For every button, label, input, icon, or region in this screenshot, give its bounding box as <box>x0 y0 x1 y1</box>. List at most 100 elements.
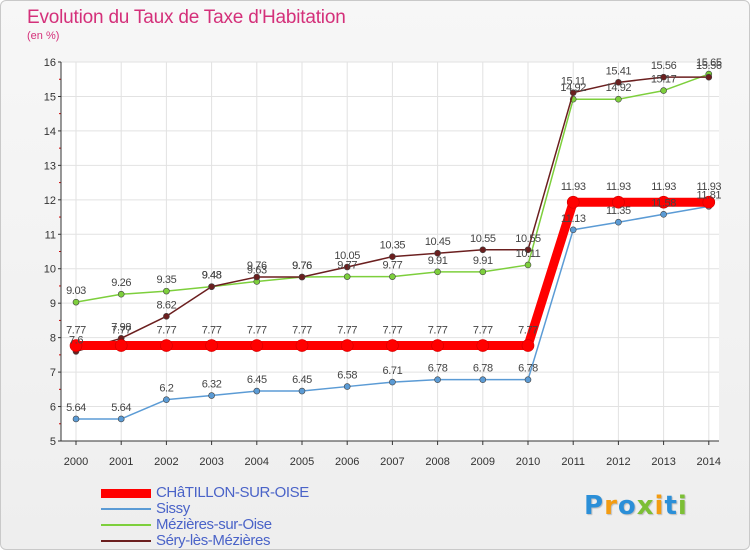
data-point-sissy <box>208 392 215 399</box>
data-point-chatillon <box>657 195 670 209</box>
data-label-sissy: 6.78 <box>473 363 493 375</box>
y-tick-label: 16 <box>44 57 56 69</box>
data-label-mezieres: 9.77 <box>337 260 357 272</box>
data-label-sery: 7.98 <box>111 321 131 333</box>
x-tick-label: 2013 <box>651 456 675 468</box>
logo-letter: o <box>617 491 637 521</box>
y-tick-label: 7 <box>50 367 56 379</box>
data-point-sissy <box>253 387 261 395</box>
data-label-mezieres: 9.03 <box>66 285 86 297</box>
data-point-sissy <box>298 387 306 395</box>
data-point-sissy <box>163 396 170 403</box>
data-point-sery <box>615 79 622 86</box>
chart-subtitle: (en %) <box>27 30 60 42</box>
data-label-mezieres: 9.26 <box>111 277 131 289</box>
data-label-mezieres: 9.63 <box>247 264 267 276</box>
data-point-chatillon <box>476 339 490 352</box>
data-label-sissy: 11.81 <box>696 189 721 201</box>
data-label-sissy: 6.32 <box>202 379 222 391</box>
legend-swatch-chatillon <box>101 489 151 498</box>
data-label-sery: 10.35 <box>380 240 406 252</box>
data-point-chatillon <box>612 195 625 209</box>
data-label-chatillon: 11.93 <box>561 181 586 193</box>
data-label-chatillon: 11.93 <box>606 181 631 193</box>
y-tick-label: 5 <box>50 436 56 448</box>
y-tick-label: 9 <box>50 298 56 310</box>
legend-item-mezieres[interactable]: Mézières-sur-Oise <box>101 517 361 533</box>
logo-letter: x <box>636 491 655 521</box>
data-label-chatillon: 7.77 <box>473 325 493 337</box>
data-point-chatillon <box>250 339 264 352</box>
data-label-mezieres: 9.48 <box>202 270 222 282</box>
legend-label-mezieres: Mézières-sur-Oise <box>156 516 272 533</box>
plot-area <box>61 62 719 441</box>
data-label-sery: 8.62 <box>156 299 176 311</box>
logo-letter: i <box>677 491 688 521</box>
data-point-sery <box>389 253 396 260</box>
proxiti-logo: Proxiti <box>584 491 688 521</box>
data-point-sissy <box>479 376 487 383</box>
data-point-sissy <box>569 226 577 234</box>
data-point-mezieres <box>434 268 441 276</box>
data-point-sissy <box>72 415 80 423</box>
legend-item-chatillon[interactable]: CHâTILLON-SUR-OISE <box>101 485 361 501</box>
data-point-sery <box>208 283 215 290</box>
data-label-chatillon: 7.77 <box>66 325 86 337</box>
legend-label-chatillon: CHâTILLON-SUR-OISE <box>156 484 309 501</box>
data-label-sissy: 6.2 <box>159 383 173 395</box>
data-label-mezieres: 14.92 <box>560 82 586 94</box>
data-label-sissy: 6.45 <box>247 374 267 386</box>
data-label-sissy: 6.58 <box>337 370 357 382</box>
data-point-sery <box>253 273 261 281</box>
data-point-sery <box>479 246 487 254</box>
legend-item-sery[interactable]: Séry-lès-Mézières <box>101 533 361 549</box>
data-label-chatillon: 7.77 <box>111 325 131 337</box>
x-tick-label: 2007 <box>380 456 404 468</box>
data-label-chatillon: 7.77 <box>292 325 312 337</box>
data-point-chatillon <box>205 339 218 352</box>
y-tick-label: 8 <box>50 333 56 345</box>
legend-swatch-sery <box>101 540 151 542</box>
data-point-sery <box>569 89 577 96</box>
y-tick-label: 10 <box>44 264 56 276</box>
data-label-mezieres: 9.35 <box>156 274 176 286</box>
data-label-mezieres: 9.77 <box>382 260 402 272</box>
data-label-sery: 10.45 <box>425 236 451 248</box>
legend-item-sissy[interactable]: Sissy <box>101 501 361 517</box>
data-point-sery <box>163 312 170 320</box>
data-label-sery: 15.11 <box>561 76 586 88</box>
data-point-sissy <box>343 383 351 390</box>
data-point-chatillon <box>340 339 354 352</box>
data-label-sissy: 11.58 <box>651 197 676 209</box>
x-tick-label: 2005 <box>290 456 314 468</box>
data-point-chatillon <box>431 339 444 352</box>
data-label-chatillon: 7.77 <box>202 325 222 337</box>
data-label-mezieres: 15.65 <box>696 57 722 69</box>
data-label-sery: 15.56 <box>696 60 722 72</box>
x-tick-label: 2009 <box>471 456 495 468</box>
y-tick-label: 6 <box>50 402 56 414</box>
legend-label-sissy: Sissy <box>156 500 190 517</box>
data-point-chatillon <box>160 339 173 352</box>
x-tick-label: 2014 <box>697 456 721 468</box>
data-label-sery: 10.55 <box>515 233 541 245</box>
data-point-sissy <box>660 210 667 218</box>
data-label-chatillon: 7.77 <box>428 325 448 337</box>
x-tick-label: 2006 <box>335 456 359 468</box>
data-label-chatillon: 7.77 <box>247 325 267 337</box>
legend-label-sery: Séry-lès-Mézières <box>156 532 271 549</box>
data-point-mezieres <box>660 87 667 94</box>
data-label-sery: 7.6 <box>69 334 83 346</box>
data-point-sissy <box>434 376 441 383</box>
data-point-chatillon <box>295 339 309 352</box>
data-label-mezieres: 9.91 <box>473 255 493 267</box>
data-label-sery: 9.76 <box>247 260 267 272</box>
x-tick-label: 2008 <box>425 456 449 468</box>
data-label-mezieres: 9.91 <box>428 255 448 267</box>
data-label-sissy: 11.35 <box>606 205 631 217</box>
data-point-mezieres <box>343 273 351 280</box>
legend-swatch-mezieres <box>101 524 151 526</box>
y-tick-label: 12 <box>44 195 56 207</box>
data-label-sissy: 5.64 <box>66 402 86 414</box>
